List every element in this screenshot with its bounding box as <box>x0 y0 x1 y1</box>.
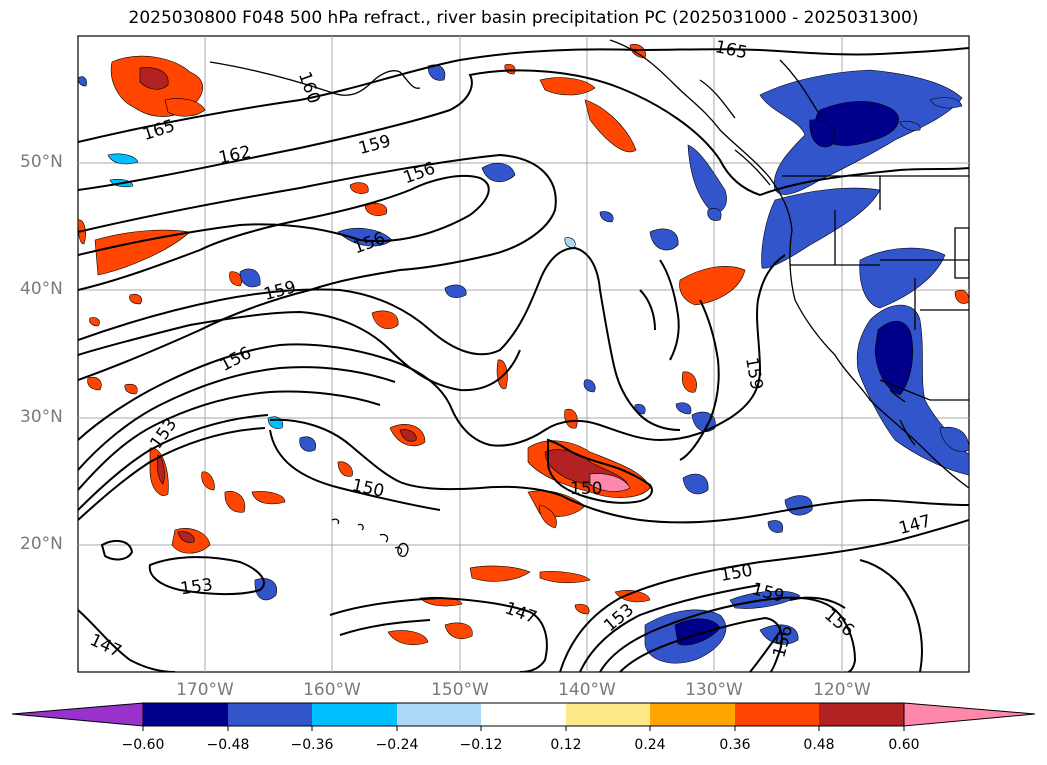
colorbar-tick-label: −0.24 <box>375 737 419 753</box>
contour-label: 153 <box>179 575 214 599</box>
colorbar-high-extension <box>903 702 1036 727</box>
lat-label: 20°N <box>20 534 63 554</box>
lon-label: 140°W <box>558 680 616 700</box>
map-title: 2025030800 F048 500 hPa refract., river … <box>128 8 919 28</box>
colorbar-segment <box>143 703 228 726</box>
colorbar-segment <box>650 703 735 726</box>
lon-label: 160°W <box>303 680 361 700</box>
lon-label: 120°W <box>813 680 871 700</box>
colorbar-tick-label: 0.60 <box>888 737 920 753</box>
lat-label: 30°N <box>20 407 63 427</box>
colorbar-segment <box>735 703 819 726</box>
colorbar-segment <box>481 703 566 726</box>
contour-label: 150 <box>570 479 602 499</box>
colorbar-tick-label: 0.36 <box>719 737 751 753</box>
colorbar-tick-label: 0.24 <box>634 737 666 753</box>
colorbar-tick-label: −0.12 <box>459 737 503 753</box>
colorbar-segment <box>228 703 312 726</box>
colorbar-tick-label: 0.12 <box>550 737 582 753</box>
coastlines <box>209 39 969 557</box>
colorbar-segment <box>819 703 904 726</box>
positive-anomaly-patches <box>78 44 969 645</box>
colorbar <box>11 702 1036 731</box>
colorbar-segment <box>397 703 481 726</box>
lat-label: 50°N <box>20 152 63 172</box>
lon-label: 170°W <box>176 680 234 700</box>
colorbar-tick-label: 0.48 <box>803 737 835 753</box>
colorbar-tick-label: −0.60 <box>121 737 165 753</box>
lon-label: 150°W <box>431 680 489 700</box>
height-contours <box>78 47 969 672</box>
lon-label: 130°W <box>685 680 743 700</box>
lat-label: 40°N <box>20 279 63 299</box>
colorbar-tick-label: −0.36 <box>290 737 334 753</box>
colorbar-segment <box>312 703 397 726</box>
colorbar-low-extension <box>11 702 144 727</box>
colorbar-tick-label: −0.48 <box>206 737 250 753</box>
colorbar-segment <box>566 703 650 726</box>
